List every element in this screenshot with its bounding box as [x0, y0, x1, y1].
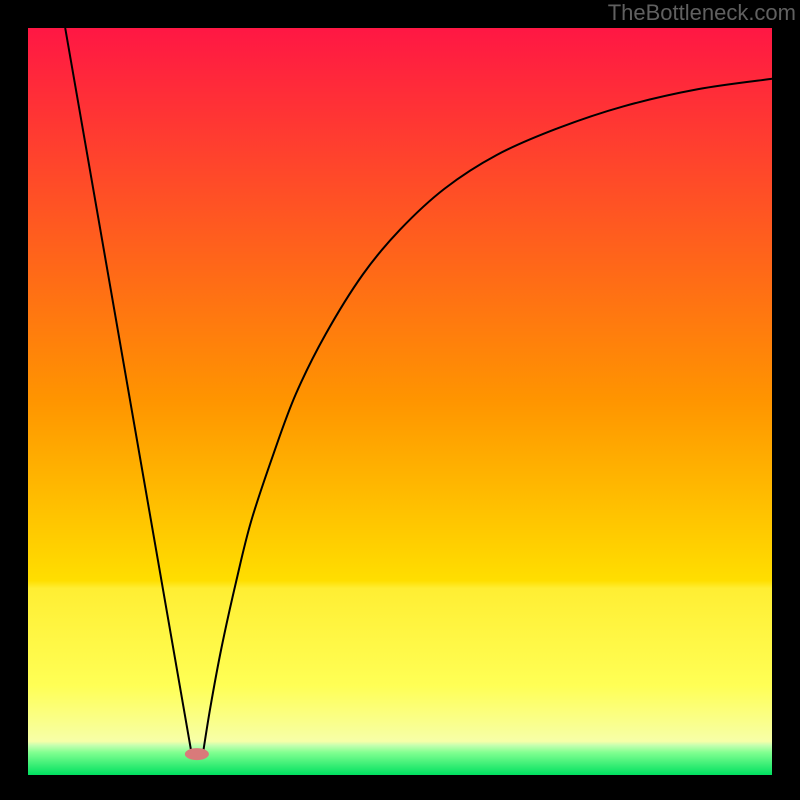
left-falling-line — [65, 28, 191, 754]
chart-svg — [0, 0, 800, 800]
chart-frame: TheBottleneck.com — [0, 0, 800, 800]
watermark-text: TheBottleneck.com — [608, 0, 796, 26]
optimal-marker — [185, 748, 209, 760]
right-saturating-curve — [203, 79, 772, 754]
